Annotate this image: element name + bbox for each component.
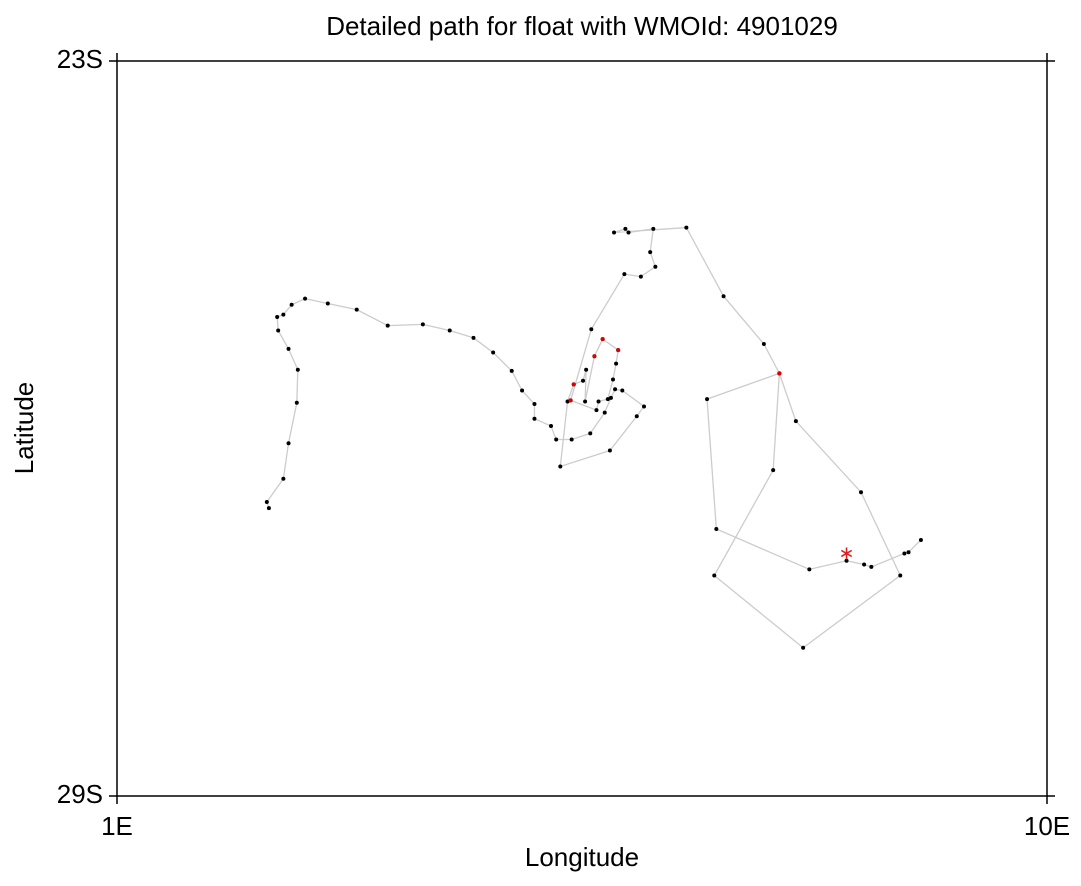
float-position xyxy=(721,294,726,299)
float-position xyxy=(589,327,594,332)
float-position xyxy=(869,564,874,569)
float-position xyxy=(385,323,390,328)
float-position xyxy=(626,230,631,235)
float-position xyxy=(491,350,496,355)
float-position xyxy=(902,551,907,556)
float-position xyxy=(281,312,286,317)
float-position xyxy=(596,399,601,404)
float-position xyxy=(807,567,812,572)
float-position xyxy=(571,382,576,387)
float-position xyxy=(565,399,570,404)
float-position xyxy=(906,550,911,555)
float-position xyxy=(264,500,269,504)
float-position xyxy=(584,367,589,372)
float-position xyxy=(471,335,476,340)
float-position xyxy=(620,388,625,393)
float-position xyxy=(420,322,425,327)
float-position xyxy=(594,408,599,413)
float-position xyxy=(276,328,281,333)
float-position xyxy=(714,526,719,531)
float-position xyxy=(613,387,618,392)
float-position xyxy=(616,348,621,353)
float-position xyxy=(532,416,537,421)
float-position xyxy=(588,431,593,436)
float-position xyxy=(583,399,588,404)
float-position xyxy=(354,307,359,312)
float-position xyxy=(642,404,646,409)
float-position xyxy=(558,464,563,469)
y-tick-label: 29S xyxy=(57,779,103,809)
float-position xyxy=(549,424,553,429)
y-axis-label: Latitude xyxy=(9,382,39,475)
float-position xyxy=(859,490,863,495)
float-position xyxy=(520,388,525,393)
float-position xyxy=(623,226,628,231)
float-position xyxy=(614,361,619,366)
x-tick-label: 10E xyxy=(1024,811,1070,841)
float-position xyxy=(532,402,537,406)
float-position xyxy=(612,230,617,235)
float-position xyxy=(303,296,308,301)
float-position xyxy=(611,377,615,382)
float-position xyxy=(771,468,776,473)
float-position xyxy=(275,315,280,320)
float-position xyxy=(266,506,271,511)
float-position xyxy=(638,274,643,279)
float-position xyxy=(607,448,612,453)
last-position xyxy=(840,547,853,560)
float-position xyxy=(801,645,806,650)
x-axis-label: Longitude xyxy=(525,842,639,872)
float-position xyxy=(281,476,286,481)
float-position xyxy=(634,414,639,419)
float-position xyxy=(592,354,597,359)
float-position xyxy=(569,437,574,442)
float-position xyxy=(286,441,291,446)
float-position xyxy=(653,264,658,269)
float-position xyxy=(581,378,586,383)
float-position xyxy=(793,419,798,424)
float-position xyxy=(294,400,299,405)
float-position xyxy=(918,537,923,542)
float-position xyxy=(622,272,627,277)
float-position xyxy=(289,302,294,307)
float-position xyxy=(447,328,452,333)
float-position xyxy=(602,410,607,415)
float-position xyxy=(651,226,656,231)
float-position xyxy=(898,573,903,578)
plot-frame xyxy=(116,60,1048,797)
star-stroke xyxy=(840,549,853,558)
float-position xyxy=(568,398,573,403)
y-tick-label: 23S xyxy=(57,44,103,74)
chart-title: Detailed path for float with WMOId: 4901… xyxy=(326,11,838,41)
float-position xyxy=(600,337,605,342)
x-tick-label: 1E xyxy=(101,811,133,841)
float-position xyxy=(325,301,330,306)
float-position xyxy=(844,558,849,563)
float-position xyxy=(509,368,514,373)
float-position xyxy=(608,395,613,400)
float-position xyxy=(761,341,766,346)
float-position xyxy=(648,250,653,255)
float-position xyxy=(712,573,717,578)
float-position xyxy=(295,367,300,372)
float-position xyxy=(286,346,291,351)
float-position xyxy=(862,562,867,567)
float-position xyxy=(554,437,559,442)
float-position xyxy=(777,371,782,376)
float-path xyxy=(266,226,922,649)
float-position xyxy=(605,397,610,402)
float-position xyxy=(705,397,710,402)
float-position xyxy=(684,225,689,230)
